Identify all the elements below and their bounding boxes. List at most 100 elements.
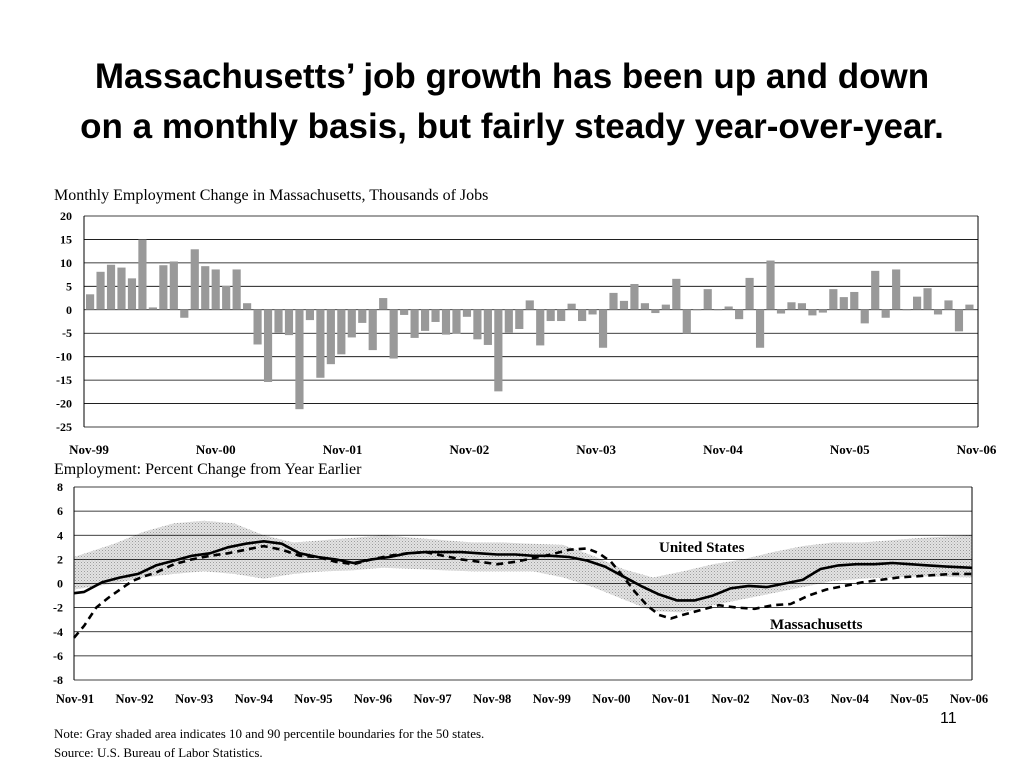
bar: [96, 271, 105, 310]
x-tick-label: Nov-05: [890, 692, 928, 706]
bar: [546, 309, 555, 322]
bar: [913, 296, 922, 310]
x-tick-label: Nov-95: [294, 692, 332, 706]
bar: [808, 309, 817, 316]
bar: [724, 306, 733, 310]
y-tick-label: -6: [53, 649, 63, 663]
bar: [703, 289, 712, 310]
x-tick-label: Nov-99: [69, 442, 109, 457]
y-tick-label: -20: [56, 397, 72, 411]
bar: [954, 309, 964, 332]
bar: [211, 269, 220, 310]
x-tick-label: Nov-01: [323, 442, 363, 457]
bar: [776, 309, 786, 314]
x-tick-label: Nov-02: [711, 692, 749, 706]
bar: [86, 294, 95, 310]
bar: [588, 309, 597, 315]
bar: [326, 309, 335, 365]
bar: [640, 303, 649, 310]
bar: [420, 309, 430, 331]
y-tick-label: -5: [62, 326, 72, 340]
slide-headline: Massachusetts’ job growth has been up an…: [0, 52, 1024, 152]
y-tick-label: 10: [60, 256, 72, 270]
bar: [902, 309, 911, 311]
bar: [138, 239, 147, 310]
x-tick-label: Nov-96: [354, 692, 392, 706]
y-tick-label: -10: [56, 350, 72, 364]
bar: [965, 304, 974, 310]
bar: [525, 300, 534, 310]
y-tick-label: 2: [57, 552, 63, 566]
bar: [305, 309, 315, 321]
bar: [567, 303, 576, 310]
note-text: Note: Gray shaded area indicates 10 and …: [54, 726, 485, 741]
yoy-chart-title: Employment: Percent Change from Year Ear…: [54, 461, 362, 478]
series-label-united-states: United States: [659, 540, 745, 556]
bar: [358, 309, 367, 323]
bar: [106, 264, 116, 310]
bar: [557, 309, 566, 322]
bar: [598, 309, 608, 348]
x-tick-label: Nov-94: [235, 692, 274, 706]
bar: [483, 309, 492, 345]
y-tick-label: 4: [57, 528, 63, 542]
bar: [661, 304, 670, 310]
bar: [473, 309, 482, 340]
x-tick-label: Nov-91: [56, 692, 94, 706]
page-number: 11: [940, 710, 957, 727]
bar: [682, 309, 691, 334]
bar: [871, 270, 880, 310]
bar: [494, 309, 503, 392]
bar: [379, 298, 388, 310]
bar: [619, 300, 629, 310]
x-tick-label: Nov-00: [592, 692, 630, 706]
x-tick-label: Nov-05: [830, 442, 870, 457]
headline-line-1: Massachusetts’ job growth has been up an…: [94, 57, 930, 96]
bar: [169, 261, 178, 310]
x-tick-label: Nov-06: [950, 692, 988, 706]
united-states-line: [73, 540, 973, 602]
y-tick-label: -15: [56, 373, 72, 387]
bar: [201, 266, 210, 310]
x-tick-label: Nov-98: [473, 692, 511, 706]
bar: [714, 309, 723, 311]
bar: [274, 309, 283, 333]
bar: [117, 267, 126, 310]
bar: [159, 265, 168, 310]
footnotes: Note: Gray shaded area indicates 10 and …: [54, 724, 484, 762]
bar: [755, 309, 765, 348]
bar: [431, 309, 440, 322]
x-tick-label: Nov-92: [115, 692, 153, 706]
bar: [232, 269, 241, 310]
bar: [735, 309, 744, 320]
bar: [316, 309, 325, 378]
y-tick-label: -2: [53, 601, 63, 615]
x-tick-label: Nov-02: [450, 442, 490, 457]
bar: [693, 309, 702, 311]
monthly-employment-change-chart: 20 15 10 5 0 -5 -10 -15 -20 -25 Nov-99 Nov-00 Nov-01…: [56, 209, 997, 457]
bar: [672, 278, 681, 310]
bar: [933, 309, 943, 315]
y-tick-label: 20: [60, 209, 72, 223]
bar: [797, 303, 807, 310]
bar: [860, 309, 869, 324]
bar: [400, 309, 409, 315]
x-tick-label: Nov-97: [413, 692, 451, 706]
x-tick-label: Nov-06: [957, 442, 997, 457]
y-tick-label: -8: [53, 673, 63, 687]
bar: [923, 288, 932, 310]
bar: [284, 309, 294, 336]
bar: [148, 307, 157, 310]
bar: [745, 277, 754, 310]
bar: [536, 309, 545, 346]
y-tick-label: -4: [53, 625, 63, 639]
y-tick-label: 5: [66, 279, 72, 293]
bar: [441, 309, 451, 335]
bar: [389, 309, 398, 359]
bar: [839, 297, 848, 310]
x-tick-label: Nov-00: [196, 442, 236, 457]
bar: [850, 291, 859, 310]
y-tick-label: 15: [60, 232, 72, 246]
bar: [609, 292, 618, 310]
bar: [222, 285, 231, 310]
